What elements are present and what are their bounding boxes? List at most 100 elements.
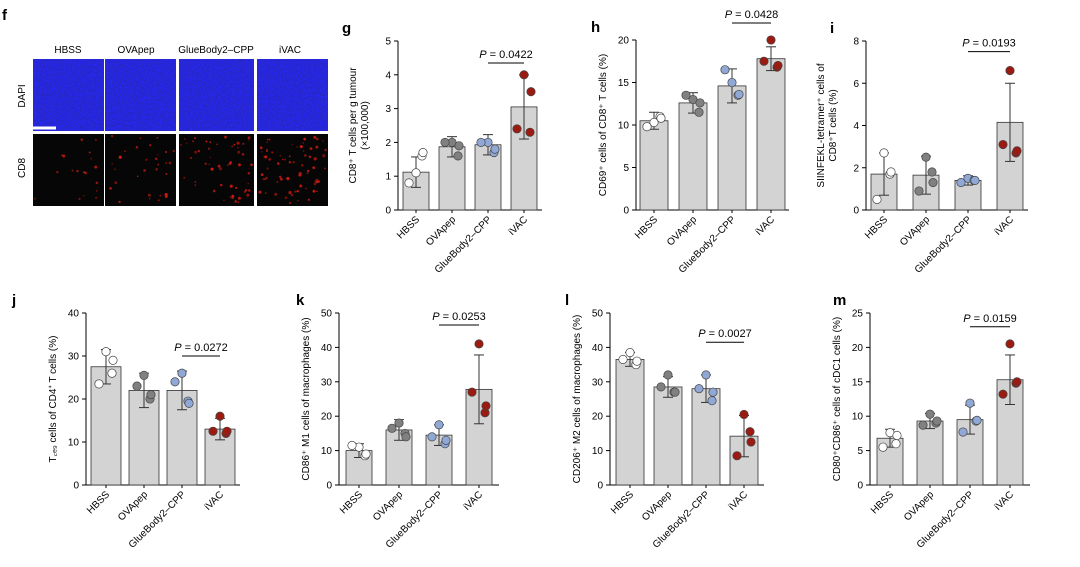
- data-point: [956, 177, 966, 188]
- microscopy-grid: [33, 59, 328, 206]
- error-bar: [1005, 354, 1015, 406]
- cd8-dot: [313, 182, 317, 186]
- data-point: [208, 426, 218, 436]
- cd8-dot: [271, 151, 274, 154]
- cd8-dot: [71, 169, 74, 172]
- x-tick-label: iVAC: [507, 214, 530, 237]
- x-tick-label: OVApep: [424, 214, 458, 248]
- data-point: [222, 426, 232, 436]
- image-row-label-cd8: CD8: [17, 158, 28, 178]
- y-axis-label: CD8⁺ T cells per g tumour: [348, 67, 359, 184]
- data-point: [404, 178, 414, 188]
- x-tick-label: OVApep: [902, 489, 936, 523]
- cd8-dot: [209, 156, 211, 158]
- cd8-dot: [217, 164, 221, 168]
- cd8-dot: [237, 196, 241, 200]
- cd8-dot: [302, 150, 305, 152]
- cd8-dot: [192, 140, 194, 143]
- data-point: [632, 356, 642, 366]
- cd8-dot: [264, 192, 267, 195]
- cd8-dot: [309, 147, 313, 151]
- data-point: [146, 390, 156, 400]
- cd8-dot: [284, 158, 287, 161]
- cd8-dot: [168, 161, 172, 165]
- y-tick-label: 30: [68, 352, 80, 363]
- cd8-dot: [61, 154, 64, 157]
- data-point: [972, 415, 982, 425]
- data-point: [766, 35, 776, 45]
- cd8-dot: [242, 142, 245, 145]
- cd8-dot: [276, 180, 279, 184]
- cd8-dot: [110, 134, 114, 138]
- data-point: [361, 449, 371, 459]
- x-tick-label: OVApep: [640, 489, 674, 523]
- data-point: [958, 427, 968, 437]
- cd8-dot: [235, 186, 238, 189]
- panel-letter-m: m: [833, 292, 846, 309]
- y-tick-label: 0: [623, 206, 629, 217]
- x-tick-label: HBSS: [863, 214, 890, 241]
- cd8-dot: [164, 192, 168, 197]
- cd8-dot: [209, 141, 212, 144]
- data-point: [474, 339, 484, 349]
- cd8-dot: [94, 138, 97, 141]
- data-point: [886, 167, 896, 177]
- data-point: [707, 396, 717, 406]
- error-bar: [1005, 82, 1015, 162]
- cd8-dot: [316, 190, 318, 193]
- y-tick-label: 4: [385, 70, 391, 81]
- data-point: [720, 65, 730, 75]
- pvalue-label: P = 0.0159: [963, 313, 1017, 325]
- data-point: [925, 409, 935, 419]
- cd8-dot: [244, 189, 248, 192]
- cd8-dot: [149, 144, 152, 147]
- cd8-image-hbss: [33, 134, 104, 206]
- y-tick-label: 15: [852, 377, 864, 388]
- cd8-dot: [147, 193, 151, 197]
- data-point: [94, 379, 104, 389]
- cd8-dot: [296, 189, 299, 193]
- cd8-dot: [279, 177, 283, 181]
- panel-letter-k: k: [296, 292, 305, 309]
- data-point: [427, 432, 437, 442]
- cd8-dot: [312, 166, 316, 170]
- data-point: [347, 440, 357, 450]
- data-point: [394, 418, 404, 428]
- y-tick-label: 2: [853, 163, 859, 174]
- cd8-dot: [95, 196, 98, 199]
- data-point: [411, 168, 421, 178]
- cd8-dot: [266, 167, 269, 170]
- pvalue-label: P = 0.0272: [174, 342, 228, 354]
- cd8-dot: [247, 172, 250, 175]
- cd8-dot: [247, 182, 250, 185]
- cd8-dot: [229, 196, 231, 198]
- cd8-dot: [157, 154, 159, 156]
- bar-h-0: [639, 120, 669, 211]
- data-point: [519, 70, 529, 80]
- data-point: [773, 60, 783, 71]
- cd8-dot: [172, 149, 175, 153]
- cd8-dot: [247, 136, 251, 140]
- y-tick-label: 10: [321, 446, 333, 457]
- cd8-dot: [236, 141, 240, 145]
- data-point: [481, 401, 491, 411]
- cd8-dot: [265, 176, 269, 180]
- cd8-dot: [118, 200, 121, 204]
- error-bar: [474, 354, 484, 425]
- chart-j: j 0 10 20 30 40 T꜀ₑ₉ cells of CD4⁺ T cells (%)…: [11, 292, 240, 551]
- bar-l-0: [615, 359, 645, 486]
- cd8-dot: [258, 190, 262, 194]
- y-tick-label: 0: [853, 206, 859, 217]
- cd8-dot: [305, 187, 308, 190]
- x-tick-label: iVAC: [993, 214, 1016, 237]
- cd8-dot: [180, 143, 183, 146]
- data-point: [970, 175, 980, 185]
- data-point: [998, 139, 1008, 150]
- y-axis-label: T꜀ₑ₉ cells of CD4⁺ T cells (%): [48, 336, 59, 463]
- data-point: [732, 451, 742, 461]
- y-axis-label: CD86⁺ M1 cells of macrophages (%): [301, 317, 312, 480]
- cd8-dot: [194, 181, 197, 183]
- x-tick-label: iVAC: [462, 489, 485, 512]
- x-tick-label: OVApep: [371, 489, 405, 523]
